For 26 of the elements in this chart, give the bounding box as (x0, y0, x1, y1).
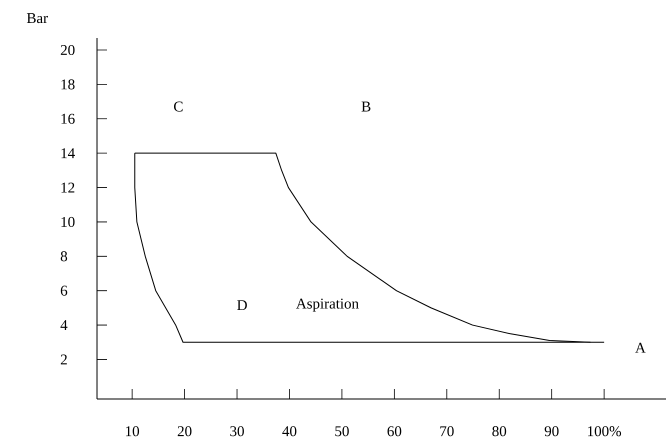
x-tick-label: 40 (282, 426, 296, 436)
y-tick-label: 6 (60, 286, 68, 296)
y-tick-label: 20 (60, 44, 75, 56)
annotation: Aspiration (296, 298, 359, 312)
y-tick-label: 18 (62, 79, 75, 90)
annotation: D (237, 300, 247, 310)
annotation: B (362, 102, 370, 112)
x-tick-label: 60 (388, 426, 402, 436)
x-tick-label: 80 (492, 426, 506, 436)
annotation: A (635, 342, 646, 353)
annotation: C (174, 102, 183, 112)
y-axis-title: Bar (26, 13, 48, 24)
y-tick-label: 2 (60, 354, 67, 364)
y-tick-label: 8 (60, 251, 68, 262)
x-tick-label: 90 (544, 426, 559, 436)
x-tick-label: 20 (178, 426, 192, 436)
y-tick-label: 14 (62, 148, 75, 158)
x-tick-label: 10 (126, 426, 140, 436)
x-tick-label: 30 (230, 426, 244, 436)
x-tick-label: 70 (440, 426, 454, 436)
x-tick-label: 100% (588, 426, 622, 436)
x-tick-label: 50 (335, 426, 349, 436)
y-tick-label: 12 (62, 182, 74, 192)
y-tick-label: 10 (62, 216, 75, 227)
y-tick-label: 4 (60, 320, 68, 330)
y-tick-label: 16 (62, 114, 75, 124)
